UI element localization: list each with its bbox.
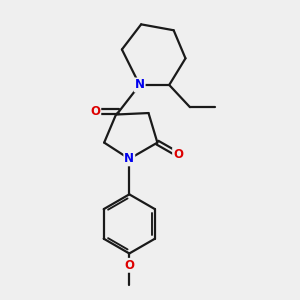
Text: O: O [173,148,183,161]
Text: N: N [124,152,134,165]
Text: N: N [135,79,145,92]
Text: O: O [124,259,134,272]
Text: O: O [90,105,100,118]
